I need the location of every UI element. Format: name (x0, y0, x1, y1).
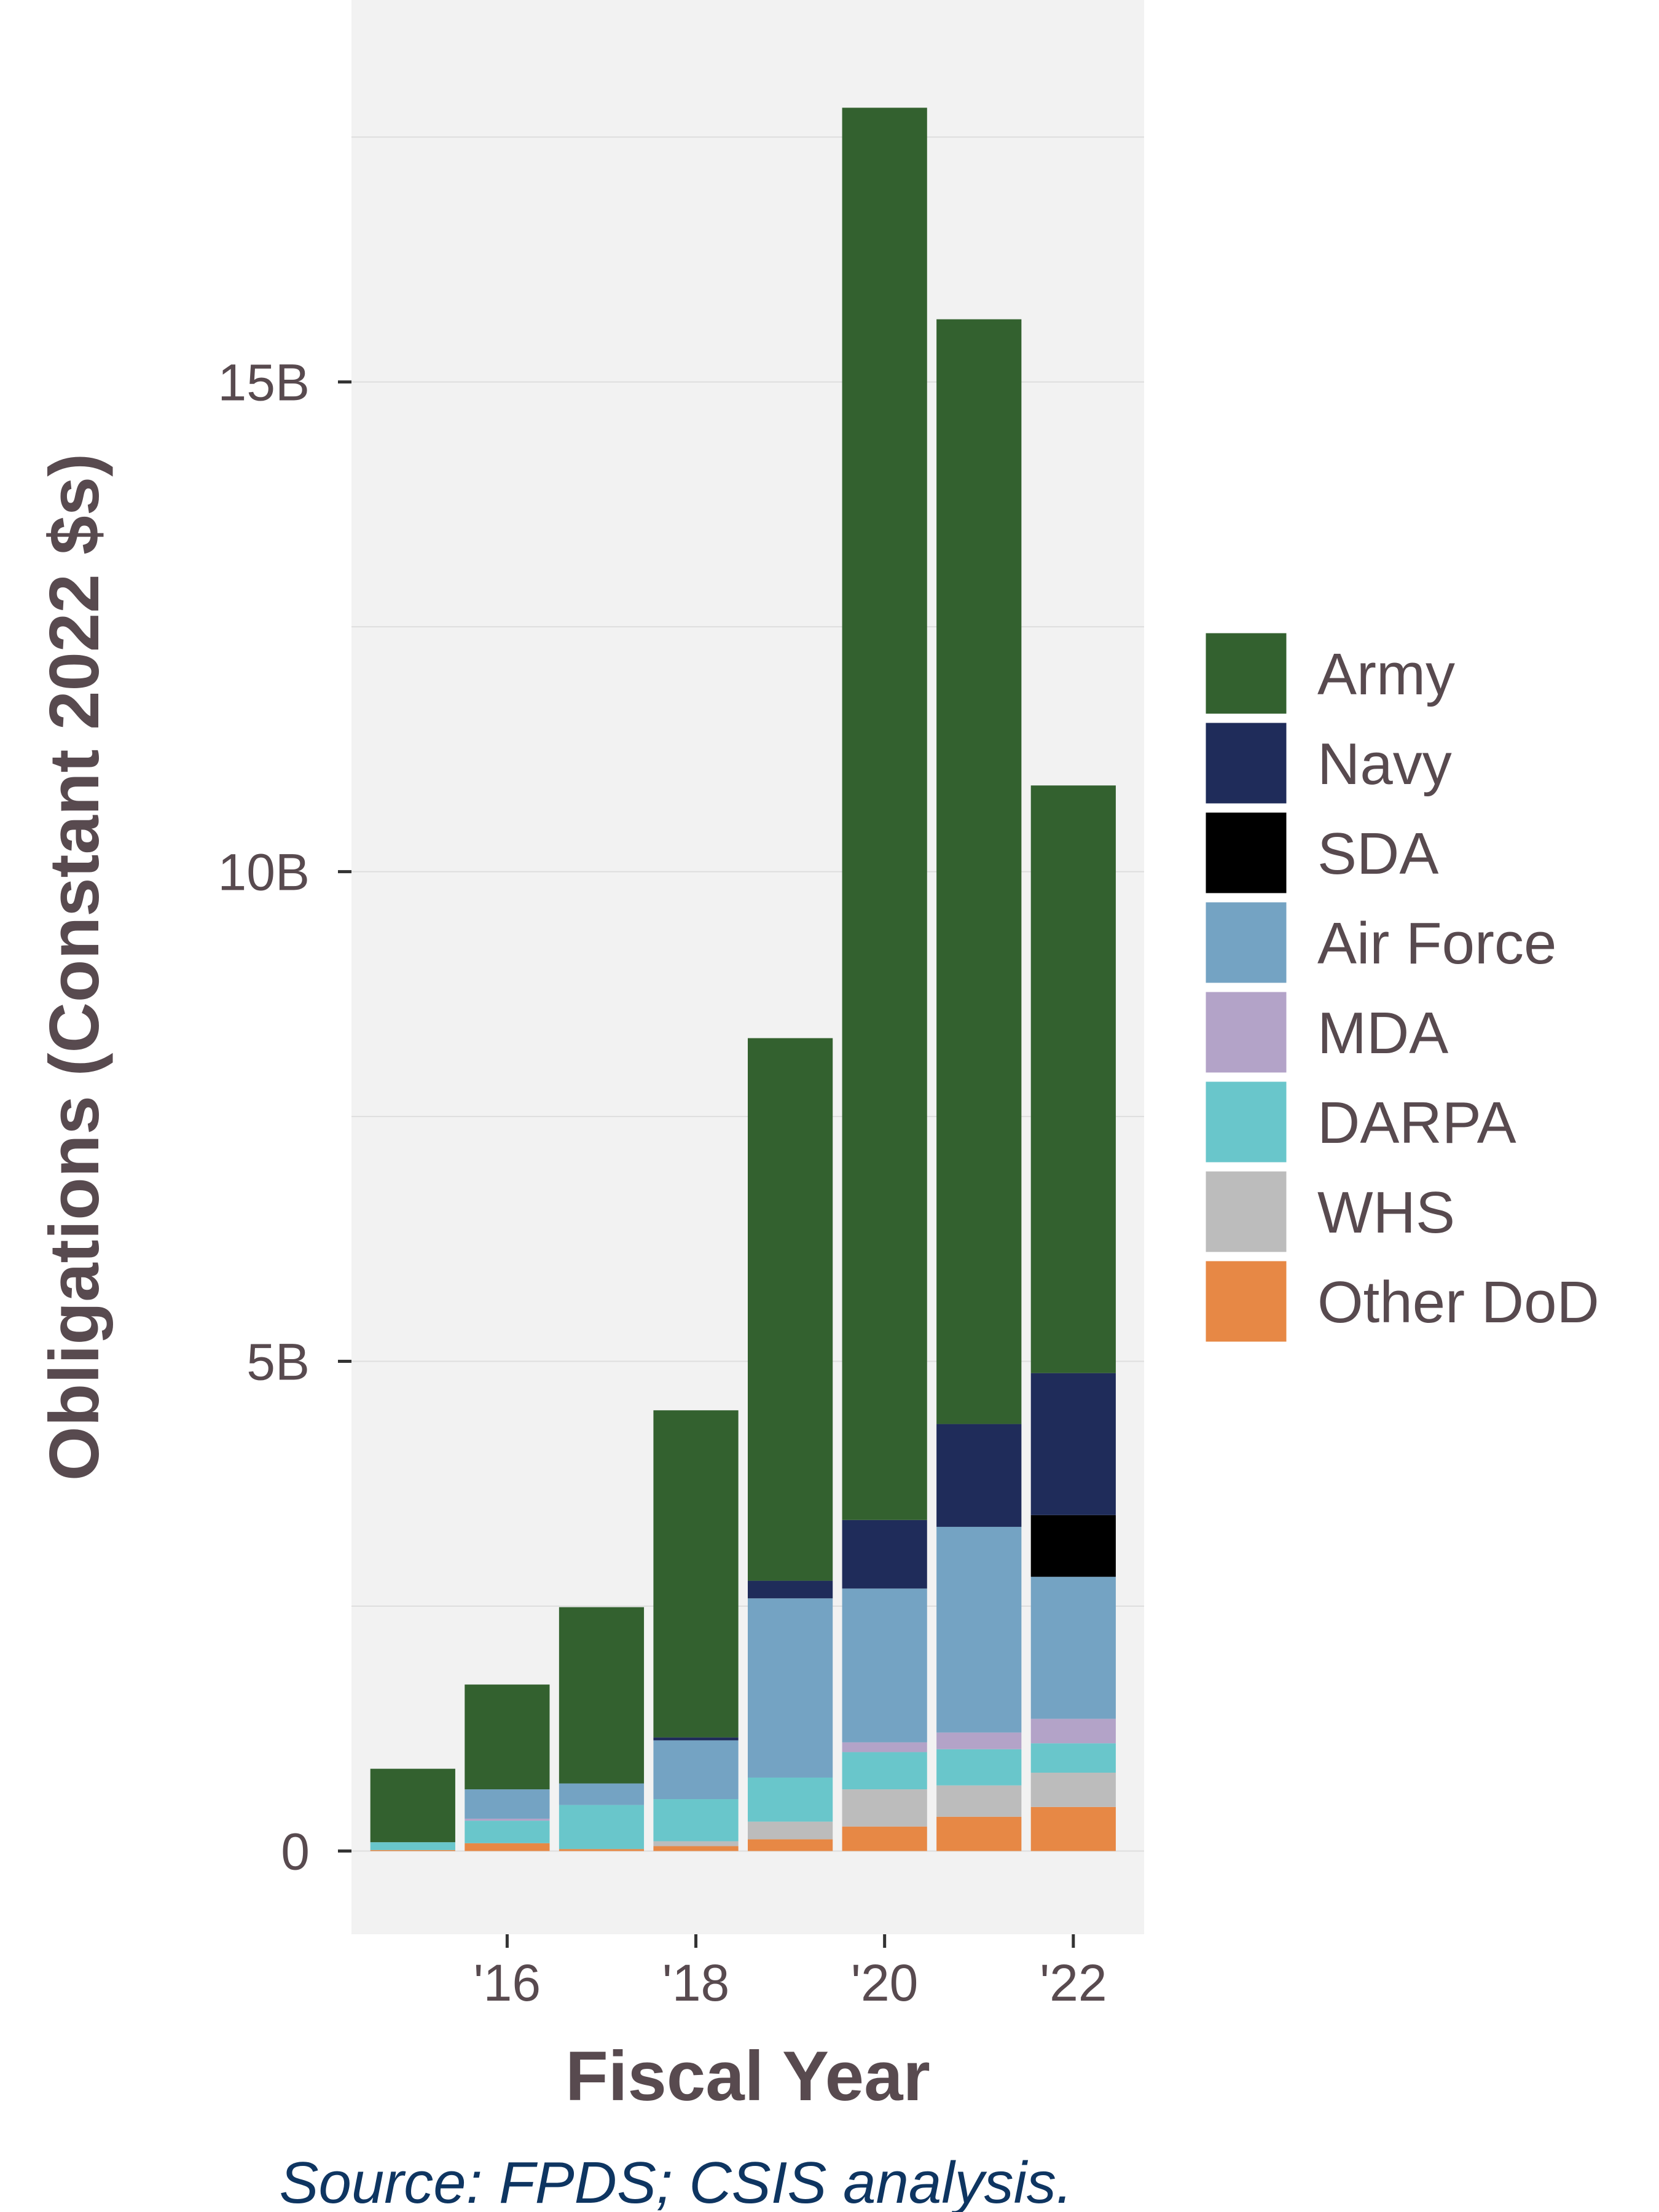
bar-segment-whs (1030, 1773, 1116, 1807)
x-axis-title: Fiscal Year (565, 2037, 930, 2116)
legend-label: DARPA (1317, 1090, 1516, 1156)
y-axis: 0 5B 10B 15B (218, 354, 351, 1881)
x-tick-label: '16 (474, 1954, 541, 2012)
bar-segment-air-force (653, 1740, 739, 1800)
x-tick-label: '20 (851, 1954, 918, 2012)
bar-segment-air-force (1030, 1577, 1116, 1719)
bar-segment-air-force (559, 1783, 645, 1805)
bar-segment-air-force (465, 1789, 550, 1819)
bars (370, 108, 1116, 1851)
bar-segment-darpa (936, 1749, 1022, 1786)
bar-segment-air-force (748, 1598, 833, 1778)
bar-segment-army (559, 1607, 645, 1784)
bar-segment-army (936, 319, 1022, 1424)
bar-segment-air-force (936, 1526, 1022, 1733)
bar-segment-sda (1030, 1515, 1116, 1577)
bar-segment-navy (653, 1737, 739, 1741)
x-axis: '16 '18 '20 '22 (474, 1934, 1107, 2012)
bar-segment-army (370, 1768, 455, 1843)
bar-segment-other-dod (936, 1816, 1022, 1851)
bar-segment-army (748, 1038, 833, 1581)
bar-segment-darpa (559, 1805, 645, 1849)
legend-label: SDA (1317, 821, 1438, 887)
legend-key-whs (1202, 1168, 1290, 1255)
bar-segment-darpa (370, 1842, 455, 1850)
bar-segment-army (465, 1684, 550, 1790)
legend-label: Army (1317, 641, 1455, 707)
x-tick-label: '18 (662, 1954, 729, 2012)
bar-segment-mda (842, 1742, 927, 1752)
legend: Army Navy SDA Air Force MDA DARPA WHS Other DoD (1202, 630, 1599, 1345)
bar-segment-army (842, 108, 927, 1520)
bar-segment-army (653, 1410, 739, 1738)
y-tick-label: 10B (218, 844, 310, 901)
bar-segment-navy (936, 1424, 1022, 1527)
bar-segment-navy (1030, 1373, 1116, 1515)
bar-segment-navy (842, 1520, 927, 1589)
legend-key-navy (1202, 720, 1290, 807)
x-tick-label: '22 (1040, 1954, 1107, 2012)
legend-key-army (1202, 630, 1290, 717)
bar-segment-other-dod (1030, 1806, 1116, 1851)
y-tick-label: 5B (246, 1333, 310, 1391)
bar-segment-whs (842, 1789, 927, 1827)
bar-segment-army (1030, 785, 1116, 1373)
bar-segment-navy (748, 1580, 833, 1599)
bar-segment-mda (465, 1818, 550, 1821)
legend-key-air-force (1202, 899, 1290, 986)
legend-label: MDA (1317, 1000, 1448, 1066)
bar-segment-whs (653, 1841, 739, 1846)
bar-segment-other-dod (653, 1846, 739, 1851)
y-tick-label: 0 (281, 1823, 310, 1881)
bar-segment-whs (748, 1821, 833, 1840)
bar-segment-other-dod (465, 1843, 550, 1851)
bar-segment-darpa (842, 1752, 927, 1790)
caption: Source: FPDS; CSIS analysis. (279, 2150, 1072, 2212)
legend-label: WHS (1317, 1180, 1455, 1245)
bar-segment-other-dod (842, 1826, 927, 1851)
legend-key-other-dod (1202, 1258, 1290, 1345)
y-tick-label: 15B (218, 354, 310, 412)
y-axis-title: Obligations (Constant 2022 $s) (36, 453, 114, 1481)
legend-key-mda (1202, 989, 1290, 1076)
bar-segment-darpa (653, 1799, 739, 1841)
bar-segment-darpa (465, 1821, 550, 1843)
bar-segment-darpa (1030, 1743, 1116, 1773)
legend-key-darpa (1202, 1078, 1290, 1166)
legend-label: Other DoD (1317, 1269, 1599, 1335)
legend-label: Navy (1317, 731, 1452, 797)
bar-segment-other-dod (370, 1849, 455, 1851)
bar-segment-other-dod (559, 1849, 645, 1851)
bar-segment-whs (936, 1785, 1022, 1817)
bar-segment-mda (936, 1732, 1022, 1749)
bar-segment-darpa (748, 1777, 833, 1822)
bar-segment-air-force (842, 1588, 927, 1743)
legend-key-sda (1202, 809, 1290, 896)
bar-segment-mda (1030, 1719, 1116, 1744)
bar-segment-other-dod (748, 1839, 833, 1851)
legend-label: Air Force (1317, 911, 1556, 976)
